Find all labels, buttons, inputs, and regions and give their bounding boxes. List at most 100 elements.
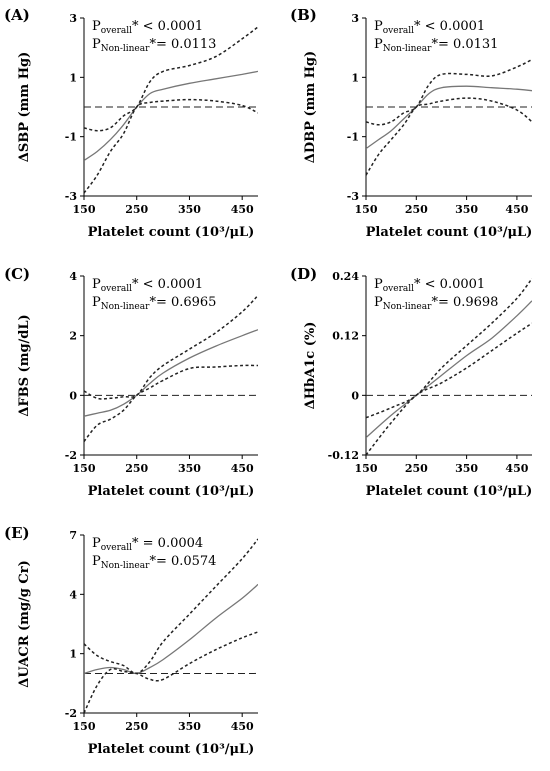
p-symbol: P [374,295,383,310]
estimate-line [366,300,532,439]
x-tick-label: 250 [125,720,148,733]
curves [366,58,532,176]
lower-ci-line [84,364,258,443]
lower-ci-line [84,631,258,713]
y-tick-label: 3 [351,12,359,25]
y-tick-label: -1 [347,131,359,144]
p-value-annotation: PNon-linear*= 0.6965 [92,295,216,312]
y-axis-label: ΔHbA1c (%) [303,322,318,410]
p-value-annotation: Poverall* < 0.0001 [92,19,203,36]
panel-label: (E) [4,524,30,542]
p-value-annotation: Poverall* < 0.0001 [92,277,203,294]
x-tick-label: 150 [73,720,96,733]
p-value-annotation: PNon-linear*= 0.0113 [92,37,216,54]
p-symbol: P [92,277,101,292]
y-tick-label: 2 [69,330,77,343]
y-tick-label: -3 [347,190,359,203]
y-tick-label: 0 [69,389,77,402]
x-tick-label: 150 [73,462,96,475]
x-tick-label: 350 [455,462,478,475]
x-axis-label: Platelet count (10³/μL) [88,225,255,240]
upper-ci-line [366,278,532,419]
y-tick-label: 0.24 [332,270,359,283]
p-value-text: *= 0.0574 [149,554,216,569]
estimate-line [84,70,258,161]
p-subscript: Non-linear [101,302,150,312]
p-value-annotation: PNon-linear*= 0.0131 [374,37,498,54]
p-value-annotation: Poverall* = 0.0004 [92,536,203,553]
p-value-text: *= 0.0113 [149,37,216,52]
chart-panel-d: (D) -0.12 0 0.12 0.24 150 250 350 450 Poverall* <… [290,265,532,499]
x-tick-label: 450 [505,462,528,475]
y-tick-label: 0.12 [332,330,359,343]
p-value-annotation: PNon-linear*= 0.0574 [92,554,216,571]
p-symbol: P [92,554,101,569]
x-tick-label: 250 [125,462,148,475]
p-symbol: P [92,295,101,310]
x-tick-label: 450 [505,203,528,216]
lower-ci-line [84,98,258,194]
p-value-text: *= 0.6965 [149,295,216,310]
x-tick-label: 150 [73,203,96,216]
p-subscript: overall [101,543,132,553]
x-axis-label: Platelet count (10³/μL) [88,742,255,757]
p-value-annotation: Poverall* < 0.0001 [374,19,485,36]
p-value-annotation: PNon-linear*= 0.9698 [374,295,498,312]
panel-label: (A) [4,6,30,24]
panel-label: (B) [290,6,317,24]
x-tick-label: 250 [405,203,428,216]
curves [366,278,532,455]
p-value-text: * < 0.0001 [414,19,485,34]
p-symbol: P [92,536,101,551]
x-tick-label: 350 [178,720,201,733]
x-axis-label: Platelet count (10³/μL) [88,484,255,499]
y-tick-label: 4 [69,270,77,283]
x-tick-label: 350 [178,462,201,475]
x-tick-label: 450 [231,203,254,216]
p-value-text: * < 0.0001 [132,277,203,292]
x-tick-label: 350 [178,203,201,216]
y-tick-label: -0.12 [328,449,359,462]
p-subscript: overall [383,284,414,294]
p-subscript: Non-linear [101,561,150,571]
upper-ci-line [366,58,532,126]
y-axis-label: ΔFBS (mg/dL) [17,314,32,416]
p-value-text: * < 0.0001 [132,19,203,34]
y-tick-label: 1 [69,71,77,84]
p-symbol: P [374,277,383,292]
curves [84,26,258,194]
p-subscript: Non-linear [383,44,432,54]
panel-label: (C) [4,265,30,283]
upper-ci-line [84,26,258,132]
y-tick-label: -2 [65,707,77,720]
p-symbol: P [374,37,383,52]
x-tick-label: 450 [231,462,254,475]
y-tick-label: -1 [65,131,77,144]
p-symbol: P [92,37,101,52]
upper-ci-line [84,538,258,675]
x-tick-label: 150 [355,462,378,475]
p-value-annotation: Poverall* < 0.0001 [374,277,485,294]
chart-panel-c: (C) -2 0 2 4 150 250 350 450 Poverall* < 0.0001PN… [4,265,258,499]
y-tick-label: 4 [69,588,77,601]
lower-ci-line [366,322,532,455]
p-value-text: *= 0.0131 [431,37,498,52]
p-subscript: Non-linear [383,302,432,312]
p-value-text: * < 0.0001 [414,277,485,292]
x-tick-label: 250 [405,462,428,475]
y-tick-label: -3 [65,190,77,203]
p-value-text: *= 0.9698 [431,295,498,310]
x-axis-label: Platelet count (10³/μL) [366,484,533,499]
x-axis-label: Platelet count (10³/μL) [366,225,533,240]
lower-ci-line [366,97,532,176]
y-tick-label: -2 [65,449,77,462]
y-axis-label: ΔUACR (mg/g Cr) [17,560,32,688]
p-symbol: P [374,19,383,34]
x-tick-label: 250 [125,203,148,216]
estimate-line [366,85,532,150]
p-subscript: overall [383,26,414,36]
